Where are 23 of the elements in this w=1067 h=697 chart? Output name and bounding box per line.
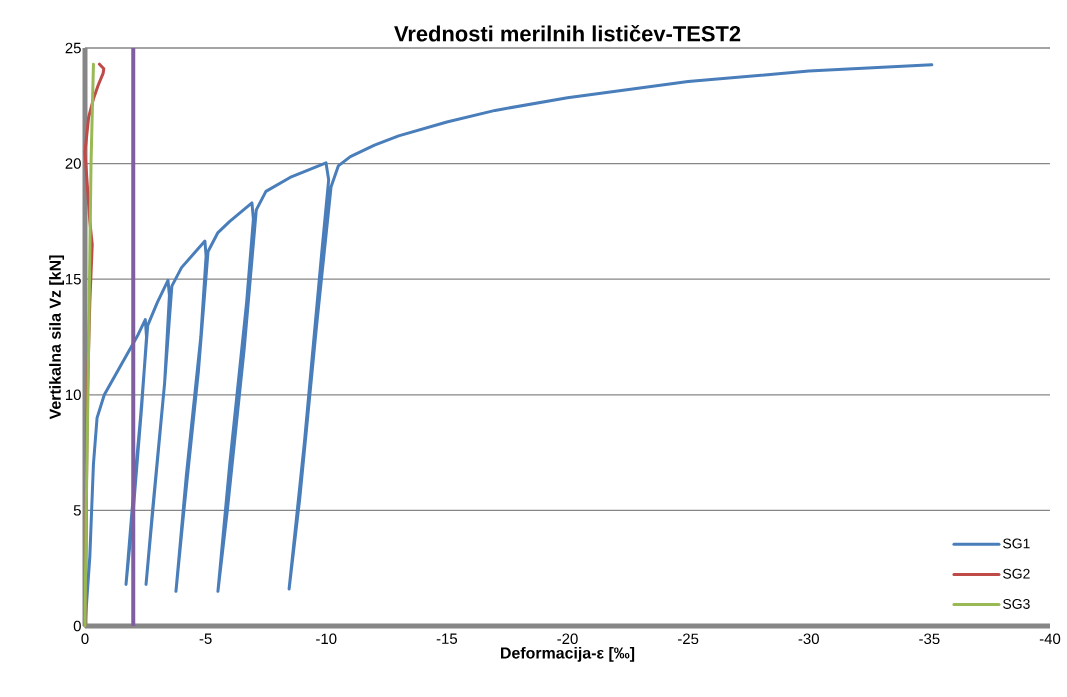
- x-tick-label: -5: [199, 633, 212, 644]
- y-axis-title: Vertikalna sila Vz [kN]: [49, 255, 65, 420]
- y-tick-label: 0: [73, 620, 81, 632]
- x-tick-label: -40: [1039, 633, 1061, 645]
- legend-label: SG3: [1003, 598, 1030, 609]
- legend-label: SG2: [1003, 568, 1030, 579]
- line-series: [83, 62, 95, 628]
- x-tick-label: -25: [677, 633, 699, 645]
- x-tick-label: -10: [316, 633, 337, 645]
- y-tick-label: 25: [65, 42, 81, 54]
- y-tick-label: 20: [65, 158, 81, 169]
- y-tick-label: 15: [65, 273, 81, 285]
- x-tick-label: -30: [798, 633, 819, 645]
- x-tick-label: -35: [919, 633, 940, 645]
- y-tick-label: 10: [65, 389, 81, 401]
- y-tick-label: 5: [73, 505, 81, 516]
- x-tick-label: -20: [557, 633, 578, 645]
- legend-label: SG1: [1003, 538, 1030, 549]
- x-tick-label: -15: [436, 633, 458, 644]
- chart-title: Vrednosti merilnih lističev-TEST2: [394, 24, 741, 42]
- line-series: [83, 63, 934, 628]
- x-axis-title: Deformacija-ε [‰]: [501, 646, 635, 662]
- x-tick-label: 0: [81, 633, 89, 645]
